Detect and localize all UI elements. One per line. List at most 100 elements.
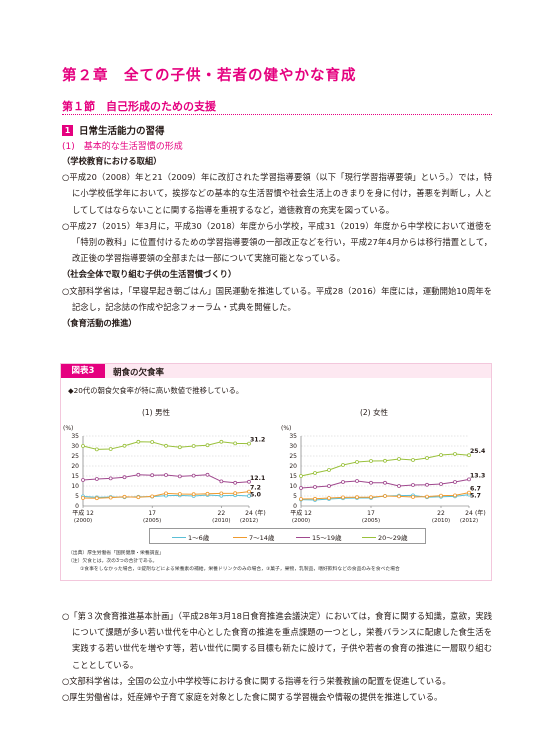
data-point: [453, 452, 457, 456]
data-point: [341, 480, 345, 484]
data-point: [467, 490, 471, 495]
x-tick-label: (2005): [143, 518, 161, 524]
legend-item: 20～29歳: [362, 532, 408, 542]
x-tick-label: (2000): [74, 518, 92, 524]
y-tick-label: 35: [289, 433, 297, 440]
data-point: [313, 496, 317, 501]
data-point: [453, 493, 457, 498]
figure-title: 朝食の欠食率: [113, 368, 165, 378]
data-point: [247, 489, 251, 494]
data-point: [150, 494, 155, 499]
data-point: [425, 456, 429, 460]
data-point: [219, 479, 224, 484]
data-point: [136, 472, 141, 477]
heading-shokuiku: （食育活動の推進）: [62, 318, 137, 329]
data-point: [233, 491, 238, 496]
end-value-label: 31.2: [250, 437, 265, 444]
paragraph: ○平成27（2015）年3月に，平成30（2018）年度から小学校，平成31（2…: [62, 220, 492, 264]
block1: （学校教育における取組） ○平成20（2008）年と21（2009）年に改訂され…: [62, 153, 492, 331]
data-point: [439, 453, 443, 457]
end-value-label: 5.7: [470, 493, 481, 500]
data-point: [355, 460, 359, 464]
y-tick-label: 35: [71, 433, 79, 440]
y-tick-label: 5: [293, 493, 297, 500]
data-point: [150, 440, 155, 444]
data-point: [205, 443, 210, 448]
end-value-label: 25.4: [470, 448, 486, 455]
legend-label: 7～14歳: [249, 534, 275, 542]
data-point: [411, 458, 415, 462]
figure-source: （出典）厚生労働省「国民健康・栄養調査」 （注）欠食とは，次の3つの合計である。…: [68, 550, 400, 574]
data-point: [313, 485, 317, 489]
data-point: [122, 443, 127, 448]
data-point: [247, 441, 251, 446]
data-point: [397, 494, 401, 499]
data-point: [355, 479, 359, 483]
data-point: [219, 439, 224, 444]
y-tick-label: 10: [289, 483, 297, 490]
data-point: [81, 478, 85, 482]
figure-header: [61, 364, 491, 378]
legend: 1～6歳 7～14歳 15～19歳 20～29歳: [149, 528, 426, 544]
data-point: [369, 495, 373, 500]
end-value-label: 5.0: [250, 492, 262, 499]
data-point: [191, 492, 196, 497]
data-point: [164, 491, 168, 496]
y-tick-label: 20: [71, 463, 79, 470]
data-point: [94, 496, 99, 501]
source-line: （出典）厚生労働省「国民健康・栄養調査」: [68, 551, 164, 556]
data-point: [205, 491, 210, 496]
section-divider: [62, 114, 492, 115]
data-point: [341, 463, 345, 467]
data-point: [177, 492, 182, 496]
paragraph: ○文部科学省は，「早寝早起き朝ごはん」国民運動を推進している。平成28（2016…: [62, 285, 492, 312]
data-point: [108, 495, 113, 500]
data-point: [164, 473, 168, 477]
y-axis-unit: (%): [63, 425, 73, 432]
series-line: [300, 453, 470, 477]
y-tick-label: 10: [71, 483, 79, 490]
data-point: [313, 471, 317, 475]
source-line: （注）欠食とは，次の3つの合計である。: [68, 559, 158, 564]
paragraph: ○厚生労働省は，妊産婦や子育て家庭を対象とした食に関する学習機会や情報の提供を推…: [62, 692, 443, 703]
data-point: [439, 482, 443, 486]
data-point: [191, 473, 196, 478]
end-value-label: 7.2: [250, 485, 261, 492]
heading-society: （社会全体で取り組む子供の生活習慣づくり）: [62, 269, 237, 280]
data-point: [94, 447, 99, 452]
y-tick-label: 30: [289, 443, 297, 450]
legend-item: 15～19歳: [296, 532, 342, 542]
data-point: [411, 495, 415, 499]
data-point: [397, 484, 401, 488]
legend-label: 15～19歳: [312, 534, 342, 542]
data-point: [108, 447, 113, 451]
data-point: [383, 458, 387, 463]
data-point: [327, 484, 331, 488]
data-point: [397, 457, 401, 461]
y-axis-unit: (%): [281, 425, 291, 432]
x-axis-unit: (年): [255, 509, 266, 517]
data-point: [247, 479, 251, 484]
data-point: [327, 468, 331, 472]
x-tick-label: (2012): [240, 518, 258, 524]
subsection-heading: 1 日常生活能力の習得: [62, 123, 165, 137]
block2: ○「第３次食育推進基本計画」（平成28年3月18日食育推進会議決定）においては，…: [62, 608, 492, 705]
x-tick-label: 17: [367, 510, 375, 517]
subsubsection-heading: (1) 基本的な生活習慣の形成: [62, 142, 183, 152]
x-tick-label: (2010): [212, 518, 230, 524]
data-point: [81, 496, 85, 500]
y-tick-label: 20: [289, 463, 297, 470]
data-point: [81, 444, 85, 448]
data-point: [299, 497, 303, 501]
data-point: [299, 474, 303, 478]
data-point: [233, 480, 238, 485]
data-point: [94, 477, 99, 481]
x-tick-label: 24: [465, 510, 473, 517]
figure-box: 図表3 朝食の欠食率 ◆20代の朝食欠食率が特に高い数値で推移している。 (1)…: [60, 363, 492, 581]
data-point: [177, 474, 182, 479]
figure-label: 図表3: [61, 364, 105, 378]
figure-note: ◆20代の朝食欠食率が特に高い数値で推移している。: [68, 386, 244, 395]
y-tick-label: 25: [289, 453, 297, 460]
data-point: [341, 495, 345, 500]
